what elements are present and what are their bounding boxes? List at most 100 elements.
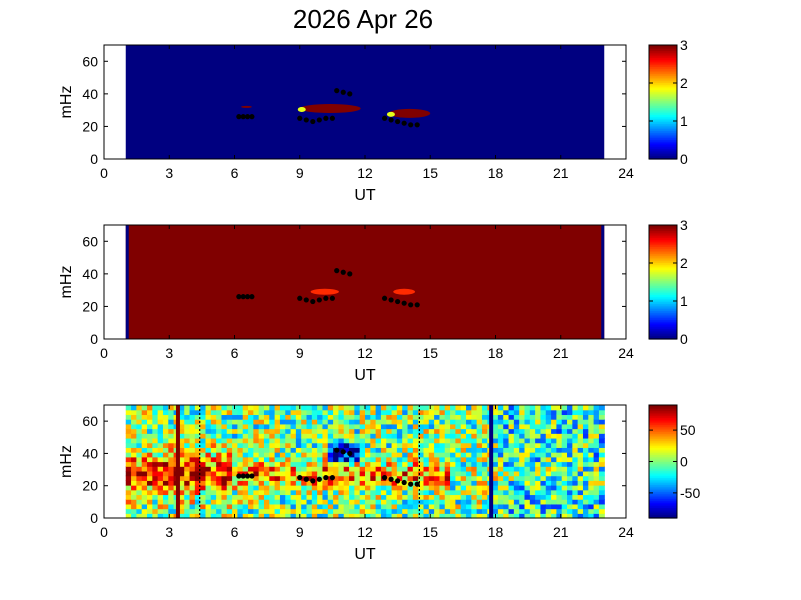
heatmap-cell bbox=[311, 437, 318, 444]
heatmap-cell bbox=[311, 423, 318, 430]
heatmap-cell bbox=[497, 442, 504, 448]
heatmap-cell bbox=[434, 485, 441, 491]
colorbar-step bbox=[649, 91, 677, 94]
heatmap-cell bbox=[216, 466, 223, 472]
heatmap-cell bbox=[423, 485, 430, 491]
heatmap-cell bbox=[556, 466, 563, 472]
heatmap-cell bbox=[131, 414, 137, 420]
colorbar-step bbox=[649, 422, 677, 426]
heatmap-cell bbox=[338, 513, 345, 519]
heatmap-cell bbox=[349, 447, 355, 453]
heatmap-cell bbox=[327, 433, 334, 439]
heatmap-cell bbox=[232, 456, 238, 463]
heatmap-cell bbox=[263, 437, 270, 444]
heatmap-cell bbox=[503, 489, 510, 496]
heatmap-cell bbox=[189, 442, 196, 448]
heatmap-cell bbox=[561, 428, 568, 434]
heatmap-cell bbox=[232, 489, 238, 496]
heatmap-cell bbox=[131, 461, 137, 467]
heatmap-cell bbox=[535, 456, 542, 463]
heatmap-cell bbox=[380, 470, 387, 477]
heatmap-cell bbox=[269, 503, 276, 510]
heatmap-cell bbox=[311, 466, 318, 472]
heatmap-cell bbox=[497, 480, 504, 486]
heatmap-cell bbox=[279, 442, 286, 448]
heatmap-cell bbox=[322, 409, 329, 416]
x-tick-label: 21 bbox=[553, 165, 569, 181]
heatmap-cell bbox=[471, 452, 478, 458]
x-tick-label: 15 bbox=[422, 165, 438, 181]
heatmap-cell bbox=[301, 499, 308, 505]
heatmap-cell bbox=[460, 409, 467, 416]
heatmap-cell bbox=[168, 470, 175, 477]
heatmap-cell bbox=[232, 409, 238, 416]
heatmap-cell bbox=[168, 419, 175, 425]
heatmap-cell bbox=[194, 480, 201, 486]
heatmap-cell bbox=[492, 414, 499, 420]
heatmap-cell bbox=[242, 452, 249, 458]
colorbar-step bbox=[649, 449, 677, 452]
heatmap-cell bbox=[370, 428, 377, 434]
heatmap-cell bbox=[152, 456, 159, 463]
heatmap-cell bbox=[327, 442, 334, 448]
heatmap-cell bbox=[529, 456, 536, 463]
colorbar-step bbox=[649, 289, 677, 292]
heatmap-cell bbox=[455, 414, 462, 420]
heatmap-cell bbox=[290, 480, 297, 486]
heatmap-background bbox=[125, 45, 605, 159]
heatmap-cell bbox=[242, 409, 249, 416]
heatmap-cell bbox=[343, 489, 350, 496]
marker-point bbox=[240, 114, 246, 120]
heatmap-cell bbox=[157, 513, 164, 519]
heatmap-cell bbox=[418, 437, 425, 444]
heatmap-cell bbox=[497, 456, 504, 463]
heatmap-cell bbox=[136, 428, 143, 434]
heatmap-cell bbox=[210, 513, 217, 519]
heatmap-cell bbox=[492, 466, 499, 472]
heatmap-cell bbox=[503, 499, 510, 505]
heatmap-cell bbox=[285, 419, 292, 425]
heatmap-cell bbox=[205, 437, 212, 444]
heatmap-cell bbox=[317, 508, 324, 514]
heatmap-cell bbox=[221, 480, 228, 486]
colorbar-step bbox=[649, 61, 677, 64]
heatmap-cell bbox=[423, 494, 430, 500]
heatmap-cell bbox=[205, 470, 212, 477]
heatmap-cell bbox=[210, 452, 217, 458]
heatmap-cell bbox=[333, 466, 340, 472]
marker-point bbox=[388, 297, 394, 303]
heatmap-cell bbox=[407, 508, 414, 514]
heatmap-cell bbox=[322, 494, 329, 500]
heatmap-cell bbox=[349, 456, 355, 463]
heatmap-cell bbox=[141, 447, 148, 453]
heatmap-cell bbox=[545, 423, 552, 430]
heatmap-cell bbox=[269, 447, 276, 453]
heatmap-cell bbox=[306, 414, 313, 420]
heatmap-cell bbox=[194, 419, 201, 425]
heatmap-cell bbox=[221, 414, 228, 420]
heatmap-cell bbox=[125, 437, 132, 444]
heatmap-cell bbox=[519, 414, 526, 420]
heatmap-cell bbox=[311, 452, 318, 458]
heatmap-cell bbox=[370, 456, 377, 463]
heatmap-cell bbox=[455, 433, 462, 439]
heatmap-cell bbox=[322, 470, 329, 477]
heatmap-cell bbox=[317, 447, 324, 453]
heatmap-cell bbox=[450, 433, 456, 439]
heatmap-cell bbox=[274, 405, 281, 411]
heatmap-cell bbox=[221, 489, 228, 496]
heatmap-cell bbox=[529, 423, 536, 430]
heatmap-cell bbox=[253, 489, 260, 496]
heatmap-cell bbox=[131, 513, 137, 519]
heatmap-cell bbox=[513, 419, 520, 425]
heatmap-cell bbox=[577, 461, 584, 467]
heatmap-cell bbox=[471, 475, 478, 481]
heatmap-cell bbox=[301, 466, 308, 472]
heatmap-cell bbox=[396, 447, 403, 453]
heatmap-cell bbox=[317, 461, 324, 467]
heatmap-cell bbox=[455, 461, 462, 467]
x-tick-label: 18 bbox=[488, 165, 504, 181]
heatmap-cell bbox=[200, 433, 207, 439]
heatmap-cell bbox=[598, 466, 605, 472]
marker-point bbox=[340, 269, 346, 275]
